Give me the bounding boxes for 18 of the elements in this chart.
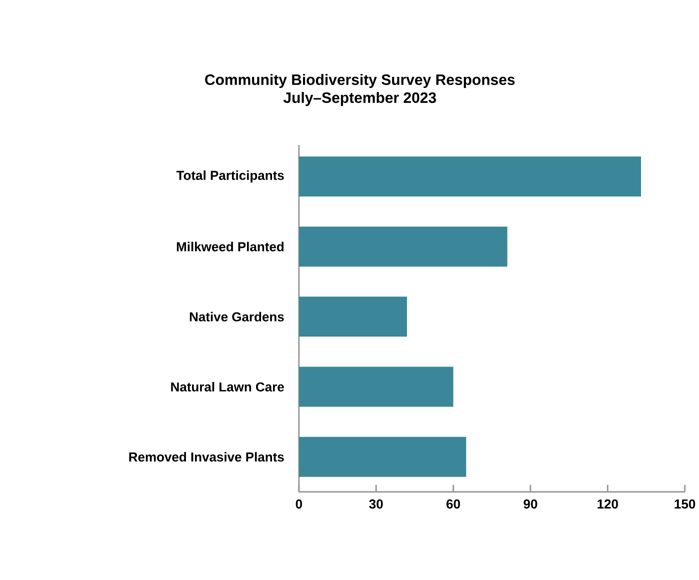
x-tick-label: 0 <box>296 499 302 509</box>
bar <box>298 366 454 407</box>
x-tick-label: 120 <box>598 499 618 509</box>
x-tick-label: 90 <box>524 499 538 509</box>
y-tick-label: Natural Lawn Care <box>171 382 284 392</box>
y-tick-label: Removed Invasive Plants <box>129 452 284 462</box>
x-tick-label: 150 <box>674 499 696 509</box>
y-tick-label: Native Gardens <box>190 312 284 322</box>
y-tick-label: Milkweed Planted <box>176 242 284 252</box>
x-tick-label: 60 <box>446 499 460 509</box>
chart-subtitle: July–September 2023 <box>283 92 436 106</box>
chart-title: Community Biodiversity Survey Responses <box>205 74 515 88</box>
y-tick-label: Total Participants <box>176 170 284 183</box>
bar <box>298 436 466 477</box>
bar <box>298 156 642 197</box>
x-tick-label: 30 <box>369 499 383 509</box>
bar <box>298 296 407 337</box>
bar <box>298 226 508 267</box>
